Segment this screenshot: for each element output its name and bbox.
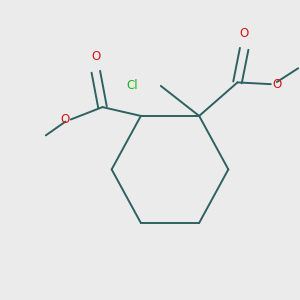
Text: O: O xyxy=(272,78,281,91)
Text: O: O xyxy=(60,113,70,126)
Text: O: O xyxy=(239,27,249,40)
Text: O: O xyxy=(91,50,101,63)
Text: Cl: Cl xyxy=(127,79,138,92)
